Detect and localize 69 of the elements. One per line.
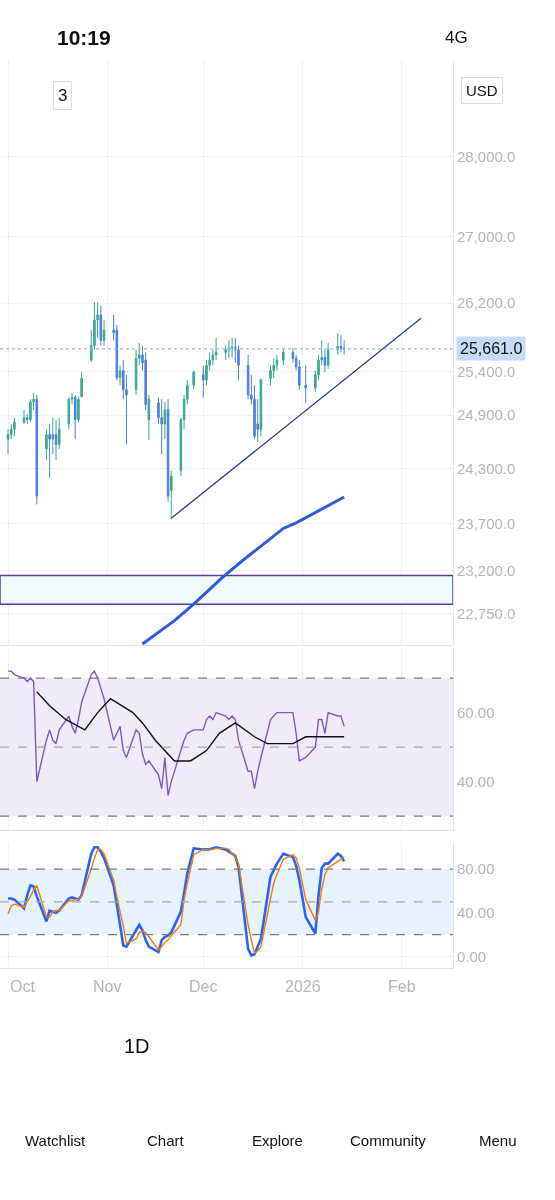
candlestick — [282, 347, 285, 366]
candlestick — [298, 359, 301, 391]
candlestick — [147, 394, 151, 441]
candlestick — [13, 417, 16, 437]
candlestick — [214, 337, 218, 361]
annotation: 3 — [58, 86, 68, 105]
line-series — [7, 670, 345, 797]
line-series — [36, 691, 345, 762]
candlestick — [323, 349, 327, 373]
y-tick-label: 40.00 — [457, 904, 495, 921]
candlestick — [339, 334, 343, 353]
x-tick-label: Oct — [10, 978, 36, 995]
candlestick — [45, 428, 48, 461]
text: Menu — [479, 1132, 517, 1149]
text: 4G — [445, 28, 468, 47]
y-tick-label: 40.00 — [457, 772, 495, 790]
y-tick-label: 23,700.0 — [457, 515, 516, 533]
x-tick-label: 2026 — [285, 978, 321, 995]
y-tick-label: 0.00 — [457, 947, 487, 965]
candlestick — [73, 394, 77, 440]
candlestick — [166, 398, 170, 503]
candlestick — [25, 413, 29, 425]
candlestick — [227, 339, 231, 359]
candlestick — [192, 369, 195, 391]
candlestick — [169, 470, 173, 520]
y-tick-label: 28,000.0 — [457, 148, 516, 166]
candlestick — [163, 401, 167, 440]
text: Watchlist — [25, 1132, 87, 1149]
x-tick-label: Dec — [189, 978, 218, 995]
y-tick-label: 23,200.0 — [457, 561, 516, 579]
candlestick — [118, 364, 122, 386]
x-tick-label: Feb — [388, 978, 416, 995]
y-tick-label: 26,200.0 — [457, 294, 516, 312]
text: Community — [350, 1132, 427, 1149]
ref-line-label: 25,661.0 — [460, 340, 523, 357]
y-tick-label: 25,400.0 — [457, 362, 516, 380]
candlestick — [336, 333, 340, 356]
text: Chart — [147, 1132, 185, 1149]
y-tick-label: 24,900.0 — [457, 406, 516, 424]
candlestick — [57, 417, 61, 450]
candlestick — [304, 364, 308, 404]
candlestick — [51, 417, 55, 455]
candlestick — [35, 394, 39, 505]
y-tick-label: 80.00 — [457, 860, 495, 878]
candlestick — [22, 409, 26, 425]
candlestick — [48, 423, 51, 479]
y-tick-label: 27,000.0 — [457, 228, 516, 246]
y-tick-label: 22,750.0 — [457, 605, 516, 623]
candlestick — [80, 371, 83, 398]
candlestick — [54, 419, 58, 461]
candlestick — [160, 398, 163, 455]
line-series — [140, 495, 346, 645]
candlestick — [326, 342, 330, 370]
candlestick — [230, 337, 234, 359]
candlestick — [67, 396, 71, 430]
y-tick-label: 60.00 — [457, 703, 495, 721]
x-tick-label: Nov — [93, 978, 122, 995]
text: USD — [466, 82, 498, 99]
candlestick — [202, 364, 205, 398]
candlestick — [342, 339, 346, 356]
candlestick — [77, 396, 80, 423]
text: 10:19 — [57, 26, 111, 49]
candlestick — [6, 428, 10, 455]
candlestick — [102, 319, 106, 346]
candlestick — [259, 377, 263, 437]
candlestick — [99, 305, 103, 346]
text: 1D — [124, 1035, 150, 1057]
text: Explore — [252, 1132, 303, 1149]
y-tick-label: 24,300.0 — [457, 460, 516, 478]
